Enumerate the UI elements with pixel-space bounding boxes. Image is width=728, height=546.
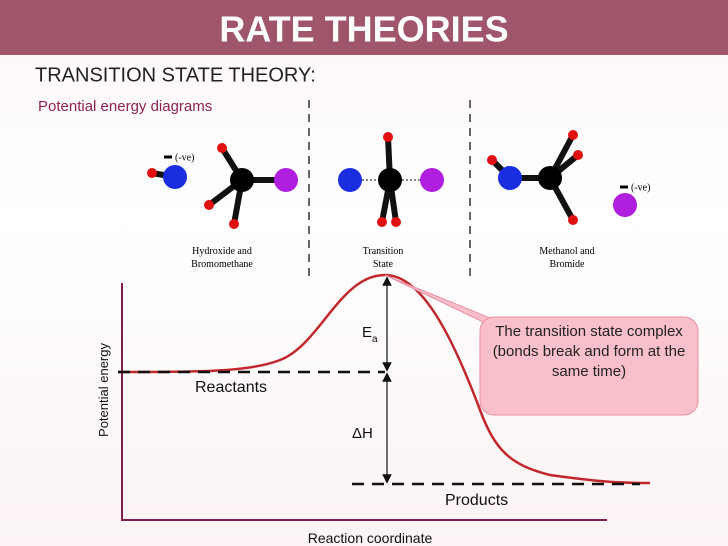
molecule-label: Hydroxide and [192, 246, 252, 257]
header-bar [0, 0, 728, 55]
charge-label: (-ve) [631, 182, 650, 193]
callout-text: The transition state complex (bonds brea… [492, 323, 686, 380]
y-axis-label: Potential energy [96, 343, 111, 437]
molecule-label: Transition [363, 246, 404, 257]
slide-title: RATE THEORIES [219, 9, 508, 50]
molecule [487, 130, 637, 225]
enthalpy-label: ΔH [352, 425, 373, 442]
callout-box [479, 316, 699, 416]
heading: TRANSITION STATE THEORY: [35, 64, 316, 86]
molecule [338, 132, 444, 227]
reactants-label: Reactants [195, 379, 267, 396]
molecule-label: Bromomethane [191, 259, 253, 270]
molecule [147, 143, 298, 229]
molecule-label: Methanol and [539, 246, 594, 257]
energy-curve [117, 273, 651, 485]
activation-energy-label: Ea [362, 324, 378, 345]
molecule-label: State [373, 259, 394, 270]
charge-label: (-ve) [175, 152, 194, 163]
products-label: Products [445, 492, 508, 509]
energy-levels [118, 370, 640, 486]
x-axis-label: Reaction coordinate [308, 530, 433, 546]
subheading: Potential energy diagrams [38, 98, 212, 115]
callout-pointer [384, 274, 501, 331]
axes [121, 283, 607, 521]
molecule-label: Bromide [550, 259, 586, 270]
dividers [308, 100, 471, 276]
